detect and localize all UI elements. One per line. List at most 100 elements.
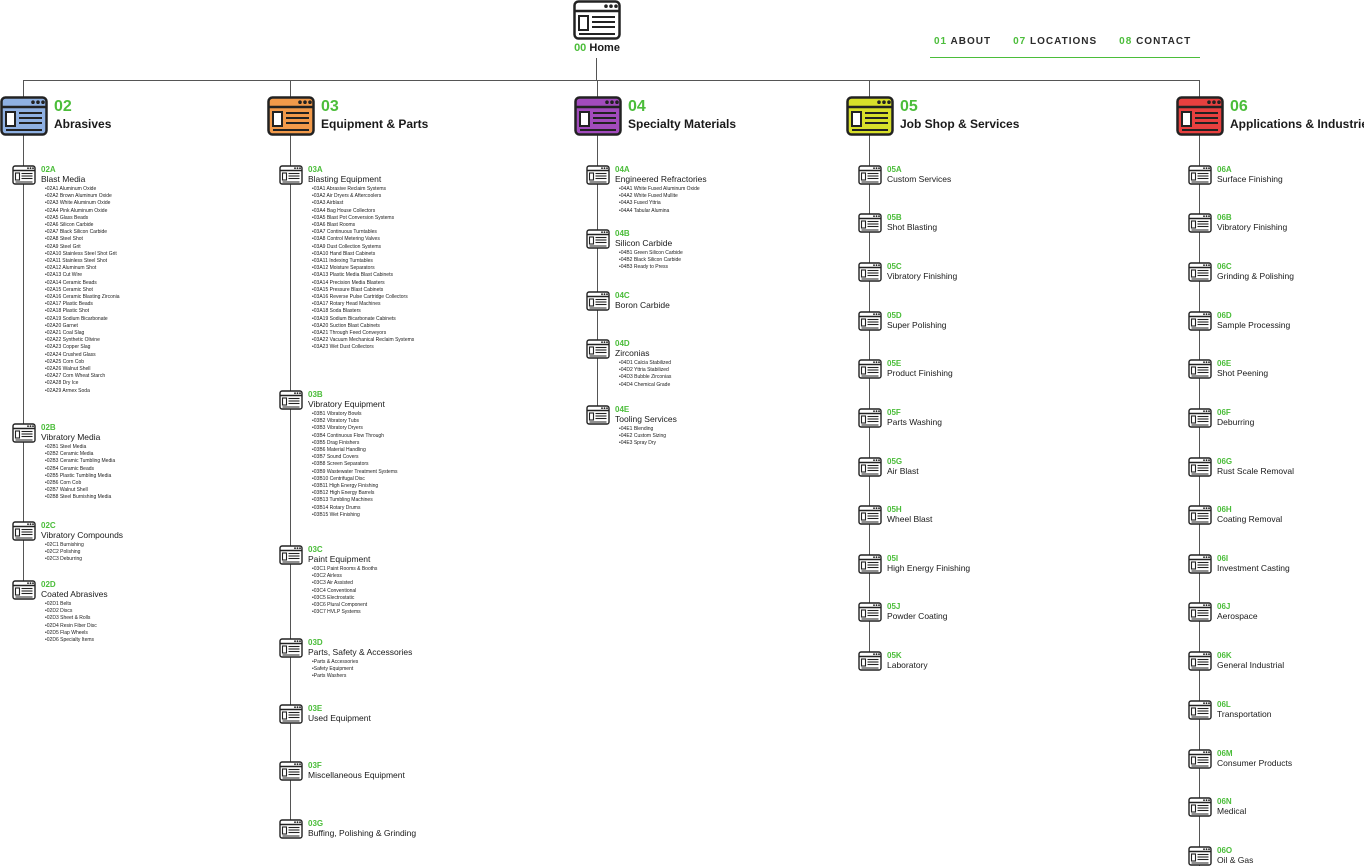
subitem[interactable]: 04B2 Black Silicon Carbide bbox=[619, 257, 683, 264]
subitem[interactable]: 03A2 Air Dryers & Aftercoolers bbox=[312, 193, 414, 200]
subitem[interactable]: 03A12 Moisture Separators bbox=[312, 265, 414, 272]
subitem[interactable]: 03A6 Blast Rooms bbox=[312, 222, 414, 229]
subitem[interactable]: 03C6 Plural Component bbox=[312, 602, 377, 609]
subitem[interactable]: Parts Washers bbox=[312, 673, 358, 680]
subitem[interactable]: 02A16 Ceramic Blasting Zirconia bbox=[45, 294, 120, 301]
subitem[interactable]: 03A20 Suction Blast Cabinets bbox=[312, 323, 414, 330]
subitem[interactable]: 03C5 Electrostatic bbox=[312, 595, 377, 602]
subitem[interactable]: 03B4 Continuous Flow Through bbox=[312, 433, 398, 440]
subitem[interactable]: 02D6 Specialty Items bbox=[45, 637, 97, 644]
subitem[interactable]: 04D3 Bubble Zirconias bbox=[619, 374, 672, 381]
subitem[interactable]: 03A17 Rotary Head Machines bbox=[312, 301, 414, 308]
subitem[interactable]: 02A7 Black Silicon Carbide bbox=[45, 229, 120, 236]
subitem[interactable]: 03C1 Paint Rooms & Booths bbox=[312, 566, 378, 573]
subitem[interactable]: 02A17 Plastic Beads bbox=[45, 301, 120, 308]
subitem[interactable]: 03A23 Wet Dust Collectors bbox=[312, 344, 414, 351]
subitem[interactable]: 02A1 Aluminum Oxide bbox=[45, 186, 120, 193]
nav-locations[interactable]: 07 LOCATIONS bbox=[1013, 36, 1097, 47]
subitem[interactable]: 02D4 Resin Fiber Disc bbox=[45, 623, 97, 630]
subitem[interactable]: 03B12 High Energy Barrels bbox=[312, 490, 398, 497]
subitem[interactable]: 02A13 Cut Wire bbox=[45, 272, 120, 279]
subitem[interactable]: 03A3 Airblast bbox=[312, 200, 414, 207]
subitem[interactable]: 02A2 Brown Aluminum Oxide bbox=[45, 193, 120, 200]
subitem[interactable]: 03B9 Wastewater Treatment Systems bbox=[312, 469, 398, 476]
subitem[interactable]: 02D3 Sheet & Rolls bbox=[45, 615, 97, 622]
subitem[interactable]: 03B3 Vibratory Dryers bbox=[312, 425, 398, 432]
subitem[interactable]: 02B6 Corn Cob bbox=[45, 480, 115, 487]
subitem[interactable]: 03A22 Vacuum Mechanical Reclaim Systems bbox=[312, 337, 415, 344]
subitem[interactable]: 03B1 Vibratory Bowls bbox=[312, 411, 398, 418]
subitem[interactable]: 02A20 Garnet bbox=[45, 323, 120, 330]
subitem[interactable]: 03B8 Screen Separators bbox=[312, 461, 398, 468]
subitem[interactable]: 02B8 Steel Burnishing Media bbox=[45, 494, 115, 501]
subitem[interactable]: 02B3 Ceramic Tumbling Media bbox=[45, 458, 115, 465]
subitem[interactable]: 03B5 Drag Finishers bbox=[312, 440, 398, 447]
subitem[interactable]: 02A26 Walnut Shell bbox=[45, 366, 120, 373]
subitem[interactable]: 02D2 Discs bbox=[45, 608, 97, 615]
subitem[interactable]: 02D1 Belts bbox=[45, 601, 97, 608]
subitem[interactable]: 03A11 Indexing Turntables bbox=[312, 258, 414, 265]
subitem[interactable]: 02A15 Ceramic Shot bbox=[45, 287, 120, 294]
subitem[interactable]: 03A1 Abrasive Reclaim Systems bbox=[312, 186, 414, 193]
subitem[interactable]: 03A14 Precision Media Blasters bbox=[312, 280, 414, 287]
subitem[interactable]: 02C1 Burnishing bbox=[45, 542, 84, 549]
subitem[interactable]: 02C2 Polishing bbox=[45, 549, 84, 556]
subitem[interactable]: 02A29 Armex Soda bbox=[45, 388, 120, 395]
subitem[interactable]: 03C7 HVLP Systems bbox=[312, 609, 377, 616]
subitem[interactable]: 04B3 Ready to Press bbox=[619, 264, 683, 271]
subitem[interactable]: 03A10 Hand Blast Cabinets bbox=[312, 251, 414, 258]
subitem[interactable]: 02A27 Corn Wheat Starch bbox=[45, 373, 120, 380]
subitem[interactable]: 04E2 Custom Sizing bbox=[619, 433, 666, 440]
subitem[interactable]: 02B5 Plastic Tumbling Media bbox=[45, 473, 115, 480]
subitem[interactable]: 03C3 Air Assisted bbox=[312, 580, 377, 587]
subitem[interactable]: 03A5 Blast Pot Conversion Systems bbox=[312, 215, 414, 222]
subitem[interactable]: 03B11 High Energy Finishing bbox=[312, 483, 398, 490]
subitem[interactable]: 02A11 Stainless Steel Shot bbox=[45, 258, 120, 265]
subitem[interactable]: 02A14 Ceramic Beads bbox=[45, 280, 120, 287]
subitem[interactable]: 03B13 Tumbling Machines bbox=[312, 497, 398, 504]
subitem[interactable]: 02A10 Stainless Steel Shot Grit bbox=[45, 251, 120, 258]
subitem[interactable]: 04B1 Green Silicon Carbide bbox=[619, 250, 683, 257]
subitem[interactable]: 02B2 Ceramic Media bbox=[45, 451, 115, 458]
subitem[interactable]: 03A15 Pressure Blast Cabinets bbox=[312, 287, 414, 294]
subitem[interactable]: 03A8 Control Metering Valves bbox=[312, 236, 414, 243]
subitem[interactable]: 02B4 Ceramic Beads bbox=[45, 466, 115, 473]
subitem[interactable]: 02A9 Steel Grit bbox=[45, 244, 120, 251]
subitem[interactable]: 02B7 Walnut Shell bbox=[45, 487, 115, 494]
subitem[interactable]: 02A22 Synthetic Olivine bbox=[45, 337, 120, 344]
nav-contact[interactable]: 08 CONTACT bbox=[1119, 36, 1191, 47]
subitem[interactable]: 02A23 Copper Slag bbox=[45, 344, 120, 351]
subitem[interactable]: 03A21 Through Feed Conveyors bbox=[312, 330, 414, 337]
subitem[interactable]: 04A2 White Fused Mullite bbox=[619, 193, 700, 200]
subitem[interactable]: 03C4 Conventional bbox=[312, 588, 377, 595]
subitem[interactable]: Safety Equipment bbox=[312, 666, 358, 673]
subitem[interactable]: 03B2 Vibratory Tubs bbox=[312, 418, 398, 425]
subitem[interactable]: 03A9 Dust Collection Systems bbox=[312, 244, 414, 251]
subitem[interactable]: 04A3 Fused Yttria bbox=[619, 200, 700, 207]
subitem[interactable]: 04A1 White Fused Aluminum Oxide bbox=[619, 186, 700, 193]
subitem[interactable]: 03A18 Soda Blasters bbox=[312, 308, 414, 315]
subitem[interactable]: 02D5 Flap Wheels bbox=[45, 630, 97, 637]
subitem[interactable]: 02A18 Plastic Shot bbox=[45, 308, 120, 315]
subitem[interactable]: 02A28 Dry Ice bbox=[45, 380, 120, 387]
subitem[interactable]: 02A5 Glass Beads bbox=[45, 215, 120, 222]
subitem[interactable]: 02A4 Pink Aluminum Oxide bbox=[45, 208, 120, 215]
subitem[interactable]: 04E3 Spray Dry bbox=[619, 440, 666, 447]
subitem[interactable]: 02B1 Steel Media bbox=[45, 444, 115, 451]
subitem[interactable]: 04A4 Tabular Alumina bbox=[619, 208, 700, 215]
subitem[interactable]: 02A12 Aluminum Shot bbox=[45, 265, 120, 272]
subitem[interactable]: 03A13 Plastic Media Blast Cabinets bbox=[312, 272, 414, 279]
subitem[interactable]: 04D2 Yttria Stabilized bbox=[619, 367, 671, 374]
subitem[interactable]: 02C3 Deburring bbox=[45, 556, 84, 563]
subitem[interactable]: Parts & Accessories bbox=[312, 659, 358, 666]
subitem[interactable]: 02A3 White Aluminum Oxide bbox=[45, 200, 120, 207]
subitem[interactable]: 02A6 Silicon Carbide bbox=[45, 222, 120, 229]
subitem[interactable]: 02A8 Steel Shot bbox=[45, 236, 120, 243]
home-node[interactable]: 00 Home bbox=[568, 0, 626, 54]
subitem[interactable]: 03A7 Continuous Turntables bbox=[312, 229, 414, 236]
subitem[interactable]: 03C2 Airless bbox=[312, 573, 377, 580]
subitem[interactable]: 03B6 Material Handling bbox=[312, 447, 398, 454]
subitem[interactable]: 03B15 Wet Finishing bbox=[312, 512, 398, 519]
subitem[interactable]: 04D4 Chemical Grade bbox=[619, 382, 671, 389]
subitem[interactable]: 03A19 Sodium Bicarbonate Cabinets bbox=[312, 316, 414, 323]
